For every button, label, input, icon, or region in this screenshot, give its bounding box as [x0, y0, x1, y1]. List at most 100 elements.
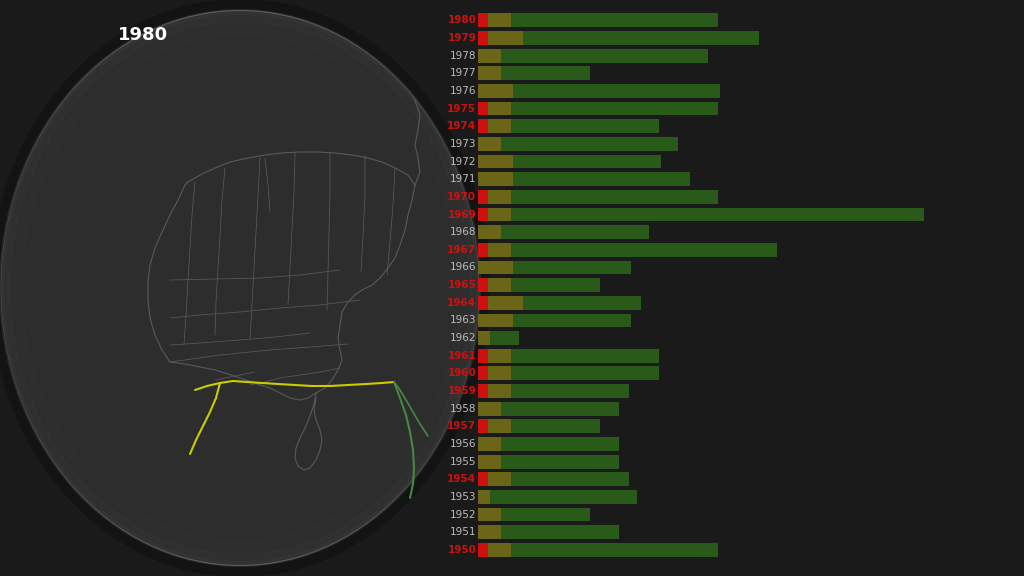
Bar — [513, 260, 631, 274]
Bar — [478, 525, 502, 539]
Ellipse shape — [0, 10, 480, 566]
Bar — [523, 31, 759, 45]
Bar — [487, 102, 511, 115]
Ellipse shape — [5, 16, 475, 560]
Bar — [478, 507, 502, 521]
Text: 1969: 1969 — [447, 210, 476, 219]
Bar — [478, 313, 513, 327]
Bar — [487, 278, 511, 292]
Bar — [478, 13, 487, 27]
Bar — [502, 49, 708, 63]
Bar — [487, 384, 511, 398]
Bar — [502, 507, 590, 521]
Text: 1962: 1962 — [450, 333, 476, 343]
Bar — [511, 243, 777, 257]
Bar — [478, 31, 487, 45]
Bar — [502, 66, 590, 80]
Text: 1977: 1977 — [450, 69, 476, 78]
Text: 1964: 1964 — [447, 298, 476, 308]
Bar — [511, 543, 718, 557]
Text: 1967: 1967 — [447, 245, 476, 255]
Bar — [502, 225, 649, 239]
Bar — [487, 119, 511, 133]
Text: 1950: 1950 — [447, 545, 476, 555]
Bar — [511, 366, 658, 380]
Bar — [487, 543, 511, 557]
Ellipse shape — [12, 24, 468, 552]
Text: 1953: 1953 — [450, 492, 476, 502]
Bar — [513, 155, 660, 168]
Text: 1972: 1972 — [450, 157, 476, 166]
Text: 1956: 1956 — [450, 439, 476, 449]
Bar — [511, 13, 718, 27]
Bar — [478, 49, 502, 63]
Bar — [502, 455, 620, 468]
Bar — [489, 490, 637, 504]
Text: 1961: 1961 — [447, 351, 476, 361]
Bar — [487, 13, 511, 27]
Bar — [487, 419, 511, 433]
Text: 1958: 1958 — [450, 404, 476, 414]
Text: 1951: 1951 — [450, 527, 476, 537]
Bar — [478, 243, 487, 257]
Bar — [478, 349, 487, 363]
Bar — [478, 437, 502, 451]
Text: 1952: 1952 — [450, 510, 476, 520]
Bar — [487, 190, 511, 204]
Text: 1974: 1974 — [447, 122, 476, 131]
Bar — [487, 31, 523, 45]
Text: 1980: 1980 — [118, 26, 168, 44]
Bar — [502, 402, 620, 415]
Bar — [487, 366, 511, 380]
Bar — [478, 102, 487, 115]
Bar — [478, 278, 487, 292]
Text: 1973: 1973 — [450, 139, 476, 149]
Bar — [478, 331, 489, 345]
Bar — [478, 543, 487, 557]
Text: 1968: 1968 — [450, 227, 476, 237]
Bar — [513, 313, 631, 327]
Bar — [489, 331, 519, 345]
Bar — [478, 260, 513, 274]
Text: 1978: 1978 — [450, 51, 476, 60]
Text: 1959: 1959 — [447, 386, 476, 396]
Bar — [511, 419, 600, 433]
Bar — [478, 384, 487, 398]
Text: 1955: 1955 — [450, 457, 476, 467]
Bar — [478, 172, 513, 186]
Bar — [478, 366, 487, 380]
Bar — [478, 84, 513, 98]
Bar — [487, 296, 523, 310]
Bar — [511, 349, 658, 363]
Bar — [478, 207, 487, 221]
Bar — [478, 119, 487, 133]
Bar — [478, 190, 487, 204]
Bar — [478, 155, 513, 168]
Bar — [523, 296, 641, 310]
Bar — [478, 455, 502, 468]
Bar — [478, 296, 487, 310]
Text: 1965: 1965 — [447, 280, 476, 290]
Bar — [502, 525, 620, 539]
Text: 1960: 1960 — [447, 369, 476, 378]
Bar — [487, 243, 511, 257]
Bar — [502, 137, 679, 151]
Bar — [502, 437, 620, 451]
Bar — [513, 172, 690, 186]
Text: 1954: 1954 — [447, 474, 476, 484]
Bar — [478, 225, 502, 239]
Text: 1970: 1970 — [447, 192, 476, 202]
Bar — [478, 137, 502, 151]
Bar — [513, 84, 720, 98]
Text: 1975: 1975 — [447, 104, 476, 113]
Bar — [487, 207, 511, 221]
Text: 1979: 1979 — [447, 33, 476, 43]
Text: 1980: 1980 — [447, 16, 476, 25]
Bar — [478, 419, 487, 433]
Text: 1957: 1957 — [447, 421, 476, 431]
Bar — [511, 384, 630, 398]
Bar — [487, 349, 511, 363]
Bar — [478, 472, 487, 486]
Bar — [511, 102, 718, 115]
Bar — [511, 278, 600, 292]
